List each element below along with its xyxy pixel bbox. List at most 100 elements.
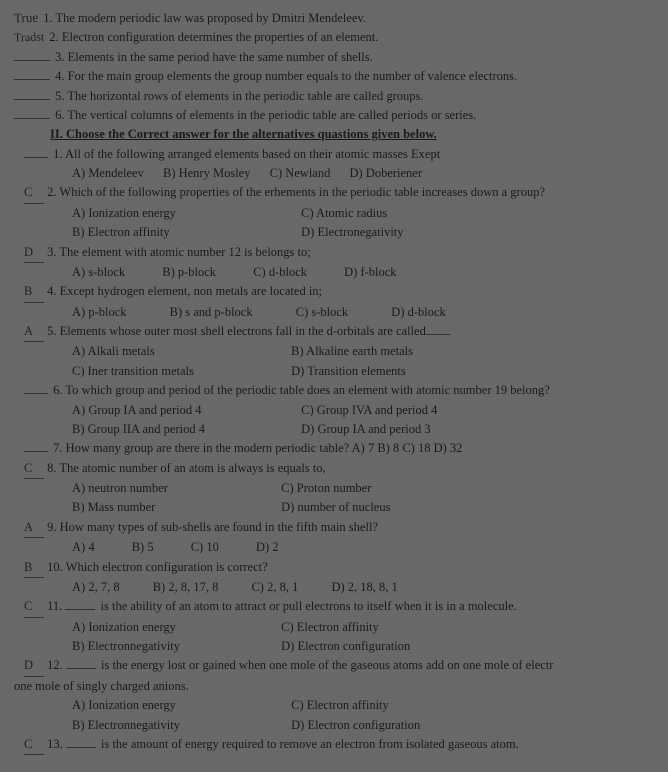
num: 11.	[47, 599, 62, 613]
opt: A) Ionization energy	[72, 204, 282, 223]
opt: A) s-block	[72, 265, 125, 279]
opt: A) Alkali metals	[72, 342, 272, 361]
q2-opts-r2: B) Electron affinity D) Electronegativit…	[14, 223, 654, 242]
text: To which group and period of the periodi…	[65, 383, 549, 397]
q12: D 12. is the energy lost or gained when …	[14, 656, 654, 676]
q7: 7. How many group are there in the moder…	[14, 439, 654, 458]
num: 4.	[47, 284, 56, 298]
ans-hand: B	[24, 282, 44, 302]
s1-item-2: Tradst 2. Electron configuration determi…	[14, 28, 654, 47]
blank	[14, 88, 50, 99]
s1-item-6: 6. The vertical columns of elements in t…	[14, 106, 654, 125]
q3-opts: A) s-block B) p-block C) d-block D) f-bl…	[14, 263, 654, 282]
q5-opts-r1: A) Alkali metals B) Alkaline earth metal…	[14, 342, 654, 361]
text: Elements in the same period have the sam…	[68, 50, 373, 64]
opt: B) Mass number	[72, 498, 262, 517]
q5: A 5. Elements whose outer most shell ele…	[14, 322, 654, 342]
text: How many group are there in the modern p…	[66, 441, 463, 455]
opt: B) Alkaline earth metals	[291, 344, 413, 358]
q3: D 3. The element with atomic number 12 i…	[14, 243, 654, 263]
ans-hand: C	[24, 735, 44, 755]
s1-item-1: True 1. The modern periodic law was prop…	[14, 8, 654, 28]
opt: C) d-block	[253, 265, 307, 279]
blank	[14, 108, 50, 119]
text: All of the following arranged elements b…	[65, 147, 440, 161]
opt: B) p-block	[162, 265, 216, 279]
q8-opts-r1: A) neutron number C) Proton number	[14, 479, 654, 498]
q6-opts-r2: B) Group IIA and period 4 D) Group IA an…	[14, 420, 654, 439]
ans-hand: Tradst	[14, 28, 45, 48]
opt: C) Group IVA and period 4	[301, 403, 437, 417]
q4-opts: A) p-block B) s and p-block C) s-block D…	[14, 303, 654, 322]
ans-hand: C	[24, 459, 44, 479]
opt: C) Electron affinity	[291, 698, 389, 712]
blank	[426, 324, 450, 335]
text: Electron configuration determines the pr…	[62, 30, 379, 44]
num: 3.	[55, 50, 64, 64]
q13: C 13. is the amount of energy required t…	[14, 735, 654, 755]
text: Which of the following properties of the…	[59, 185, 545, 199]
q1: 1. All of the following arranged element…	[14, 145, 654, 164]
text: Which electron configuration is correct?	[66, 560, 268, 574]
num: 5.	[55, 89, 64, 103]
num: 1.	[53, 147, 62, 161]
ans-hand: C	[24, 183, 44, 203]
num: 2.	[47, 185, 56, 199]
q12-opts-r1: A) Ionization energy C) Electron affinit…	[14, 696, 654, 715]
opt: B) Electron affinity	[72, 223, 282, 242]
q11-opts-r2: B) Electronnegativity D) Electron config…	[14, 637, 654, 656]
ans-hand: D	[24, 656, 44, 676]
text: Except hydrogen element, non metals are …	[60, 284, 322, 298]
num: 6.	[53, 383, 62, 397]
opt: B) Electronnegativity	[72, 716, 272, 735]
q6: 6. To which group and period of the peri…	[14, 381, 654, 400]
opt: C) Iner transition metals	[72, 362, 272, 381]
opt: A) 4	[72, 540, 95, 554]
num: 6.	[55, 108, 64, 122]
opt: D) 2, 18, 8, 1	[331, 580, 397, 594]
opt: C) 2, 8, 1	[251, 580, 298, 594]
num: 10.	[47, 560, 63, 574]
blank	[66, 737, 96, 748]
opt: B) s and p-block	[170, 305, 253, 319]
q10: B 10. Which electron configuration is co…	[14, 558, 654, 578]
opt: D) Electron configuration	[291, 718, 420, 732]
opt: A) 2, 7, 8	[72, 580, 120, 594]
opt: D) Group IA and period 3	[301, 422, 431, 436]
blank	[24, 441, 48, 452]
q1-opts: A) Mendeleev B) Henry Mosley C) Newland …	[14, 164, 654, 183]
num: 1.	[43, 11, 52, 25]
opt: C) Atomic radius	[301, 206, 387, 220]
num: 3.	[47, 245, 56, 259]
opt: C) 10	[191, 540, 219, 554]
q11-opts-r1: A) Ionization energy C) Electron affinit…	[14, 618, 654, 637]
opt: A) Mendeleev	[72, 166, 144, 180]
ans-hand: D	[24, 243, 44, 263]
q11: C 11. is the ability of an atom to attra…	[14, 597, 654, 617]
ans-hand: A	[24, 322, 44, 342]
opt: B) Henry Mosley	[163, 166, 251, 180]
text: The modern periodic law was proposed by …	[56, 11, 367, 25]
text: The vertical columns of elements in the …	[67, 108, 476, 122]
text: For the main group elements the group nu…	[68, 69, 518, 83]
q5-opts-r2: C) Iner transition metals D) Transition …	[14, 362, 654, 381]
text: Elements whose outer most shell electron…	[60, 324, 426, 338]
q9-opts: A) 4 B) 5 C) 10 D) 2	[14, 538, 654, 557]
opt: A) Ionization energy	[72, 618, 262, 637]
q12-opts-r2: B) Electronnegativity D) Electron config…	[14, 716, 654, 735]
num: 8.	[47, 461, 56, 475]
s1-item-5: 5. The horizontal rows of elements in th…	[14, 87, 654, 106]
ans-hand: A	[24, 518, 44, 538]
blank	[24, 146, 48, 157]
opt: B) Group IIA and period 4	[72, 420, 282, 439]
text: The element with atomic number 12 is bel…	[59, 245, 310, 259]
opt: D) Electronegativity	[301, 225, 403, 239]
opt: B) Electronnegativity	[72, 637, 262, 656]
q2: C 2. Which of the following properties o…	[14, 183, 654, 203]
q6-opts-r1: A) Group IA and period 4 C) Group IVA an…	[14, 401, 654, 420]
opt: D) Electron configuration	[281, 639, 410, 653]
ans-hand: B	[24, 558, 44, 578]
blank	[14, 50, 50, 61]
opt: C) Proton number	[281, 481, 371, 495]
ans-hand: True	[14, 8, 39, 29]
